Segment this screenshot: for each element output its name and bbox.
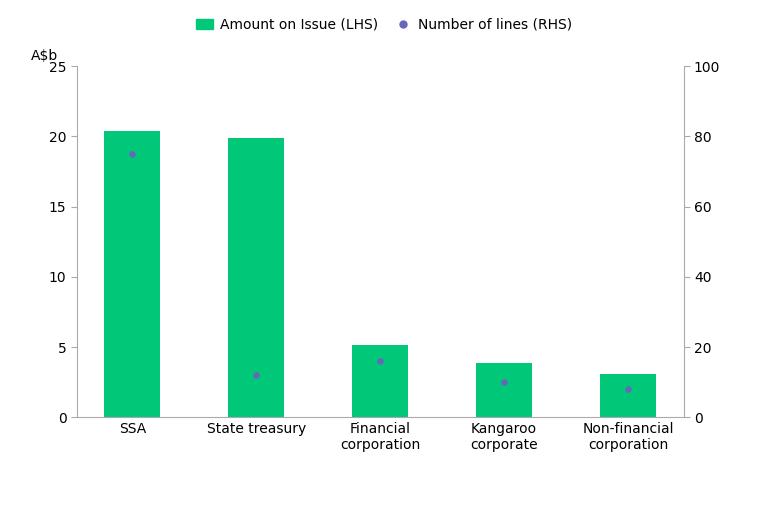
Text: A$b: A$b	[31, 49, 58, 63]
Bar	[600, 374, 656, 417]
Point	[622, 385, 634, 393]
Point	[498, 378, 510, 386]
Point	[250, 371, 263, 379]
Bar	[476, 362, 532, 417]
Bar	[353, 345, 408, 417]
Legend: Amount on Issue (LHS), Number of lines (RHS): Amount on Issue (LHS), Number of lines (…	[190, 12, 578, 37]
Point	[126, 150, 138, 158]
Bar	[228, 138, 284, 417]
Bar	[104, 131, 161, 417]
Point	[374, 357, 386, 365]
